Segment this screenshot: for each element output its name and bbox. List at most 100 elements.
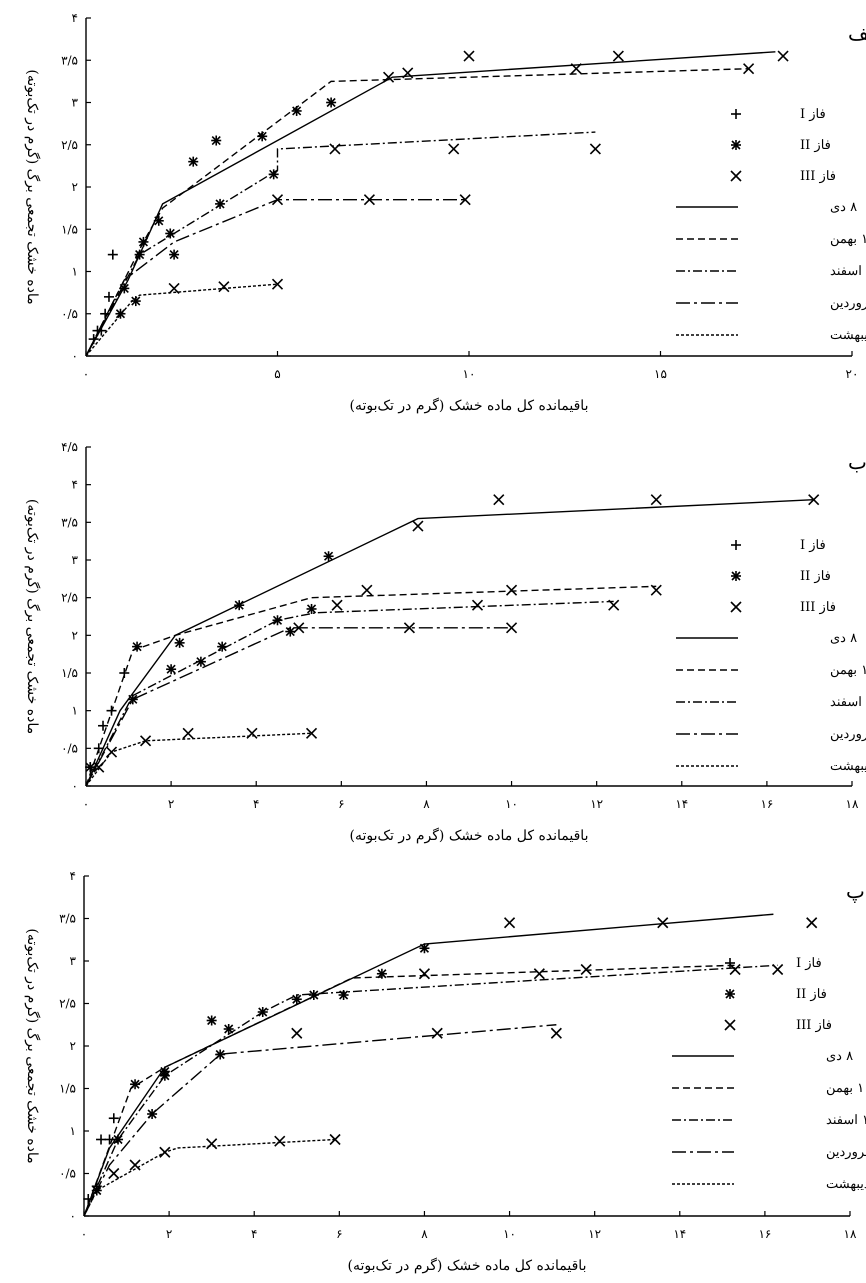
data-point-d2	[650, 494, 662, 506]
x-tick-label: ۲	[168, 797, 174, 811]
y-tick-label: ۰/۵	[61, 307, 78, 321]
data-point	[130, 1079, 141, 1090]
data-point-d2	[234, 600, 244, 610]
series-line	[85, 51, 776, 357]
x-tick-label: ۲	[166, 1227, 172, 1241]
data-point	[211, 135, 222, 146]
data-point	[550, 1027, 562, 1039]
data-point	[107, 249, 118, 260]
x-tick-label: ۱۸	[846, 797, 859, 811]
data-point-d2	[292, 994, 302, 1004]
data-point-d2	[165, 228, 175, 239]
series-1	[85, 50, 789, 357]
x-tick-label: ۱۰	[503, 1227, 516, 1241]
legend: فاز I فاز II فاز III ۸ دی ۱۰ بهمن ۱۱ اسفند ۸ ف…	[676, 107, 866, 343]
data-point-d2	[175, 638, 185, 648]
data-point	[127, 694, 138, 705]
data-point-d2	[324, 551, 334, 561]
series-2	[85, 584, 662, 787]
y-tick-label: ۱	[72, 265, 78, 279]
data-point-d2	[403, 622, 415, 634]
series-line	[83, 964, 736, 1217]
data-point-d2	[291, 1027, 303, 1039]
data-point-d2	[168, 282, 180, 294]
data-point	[412, 520, 424, 532]
legend-label: ۱۰ بهمن	[826, 1081, 866, 1096]
data-point-d2	[92, 1185, 102, 1196]
y-tick-label: ۰	[70, 1209, 76, 1223]
x-tick-label: ۵	[274, 367, 280, 381]
data-point	[808, 494, 820, 506]
data-point	[119, 283, 130, 294]
data-point	[206, 1015, 217, 1026]
series-2	[85, 63, 755, 357]
series-5	[83, 1133, 341, 1217]
legend: فاز I فاز II فاز III ۸ دی ۱۰ بهمن ۱۱ اسفند ۸ ف…	[672, 956, 866, 1192]
data-point	[271, 194, 284, 206]
data-point	[274, 1135, 286, 1147]
data-point	[83, 1194, 94, 1204]
legend-label: ۱۲ اردیبهشت	[830, 328, 866, 343]
data-point	[195, 656, 206, 667]
x-tick-label: ۱۰	[463, 367, 476, 381]
data-point	[115, 308, 126, 319]
data-point-d2	[431, 1027, 443, 1039]
legend-label: فاز III	[796, 1018, 832, 1033]
data-point	[106, 705, 117, 716]
data-point-d2	[608, 599, 620, 611]
data-point-d2	[339, 990, 349, 1000]
data-point-d2	[246, 727, 258, 739]
data-point-d2	[115, 309, 126, 319]
data-point-d2	[147, 1109, 157, 1119]
data-point-d2	[108, 1167, 120, 1180]
data-point-d2	[85, 762, 95, 772]
legend-marker-d2	[724, 1019, 736, 1031]
data-point-d2	[215, 1049, 225, 1060]
x-tick-label: ۰	[83, 367, 89, 381]
y-tick-label: ۲	[72, 180, 78, 194]
data-point-d2	[135, 250, 145, 260]
data-point	[777, 50, 789, 62]
data-point	[257, 131, 268, 142]
data-point	[168, 282, 180, 294]
legend-marker	[730, 170, 742, 182]
chart-panel-3: ۰ ۰/۵ ۱ ۱/۵ ۲ ۲/۵ ۳ ۳/۵ ۴ ۰ ۲ ۴ ۶ ۸ ۱۰ ۱۲ ۱۴ ۱۶ ۱۸ باقیماند…	[24, 869, 866, 1274]
legend-marker	[730, 601, 742, 613]
data-point	[612, 50, 624, 62]
data-point	[108, 1113, 119, 1124]
legend-marker	[731, 571, 741, 581]
x-axis-title: باقیمانده کل ماده خشک (گرم در تک‌بوته)	[348, 1257, 587, 1274]
series-5	[85, 278, 284, 357]
legend-label: ۱۱ اسفند	[826, 1113, 866, 1128]
x-tick-label: ۱۴	[673, 1227, 686, 1241]
data-point-d2	[129, 1159, 141, 1171]
legend-label: ۱۰ بهمن	[830, 663, 866, 678]
data-point	[206, 1138, 218, 1150]
data-point-d2	[166, 664, 176, 674]
data-point	[88, 334, 99, 345]
legend-label: فاز II	[800, 569, 831, 584]
data-point	[119, 668, 130, 678]
y-tick-label: ۴	[72, 478, 78, 492]
data-point-d2	[274, 1135, 286, 1147]
data-point-d2	[305, 727, 318, 739]
series-1	[85, 494, 820, 787]
data-point-d2	[363, 194, 375, 206]
data-point	[215, 1049, 226, 1060]
data-point-d2	[570, 63, 582, 75]
data-point-d2	[402, 67, 414, 79]
data-point	[174, 637, 185, 648]
legend-label: فاز II	[800, 138, 831, 153]
data-point	[772, 963, 784, 976]
legend-marker	[731, 140, 741, 150]
legend-marker-d2	[725, 989, 735, 999]
x-tick-label: ۱۸	[844, 1227, 857, 1241]
legend-marker-d2	[731, 571, 741, 581]
x-tick-label: ۸	[423, 797, 430, 811]
data-point	[140, 735, 152, 747]
data-point-d2	[218, 281, 230, 293]
data-point-d2	[113, 1134, 123, 1145]
data-point-d2	[182, 727, 194, 739]
x-tick-label: ۱۲	[588, 1227, 601, 1241]
y-tick-label: ۱/۵	[61, 222, 78, 236]
